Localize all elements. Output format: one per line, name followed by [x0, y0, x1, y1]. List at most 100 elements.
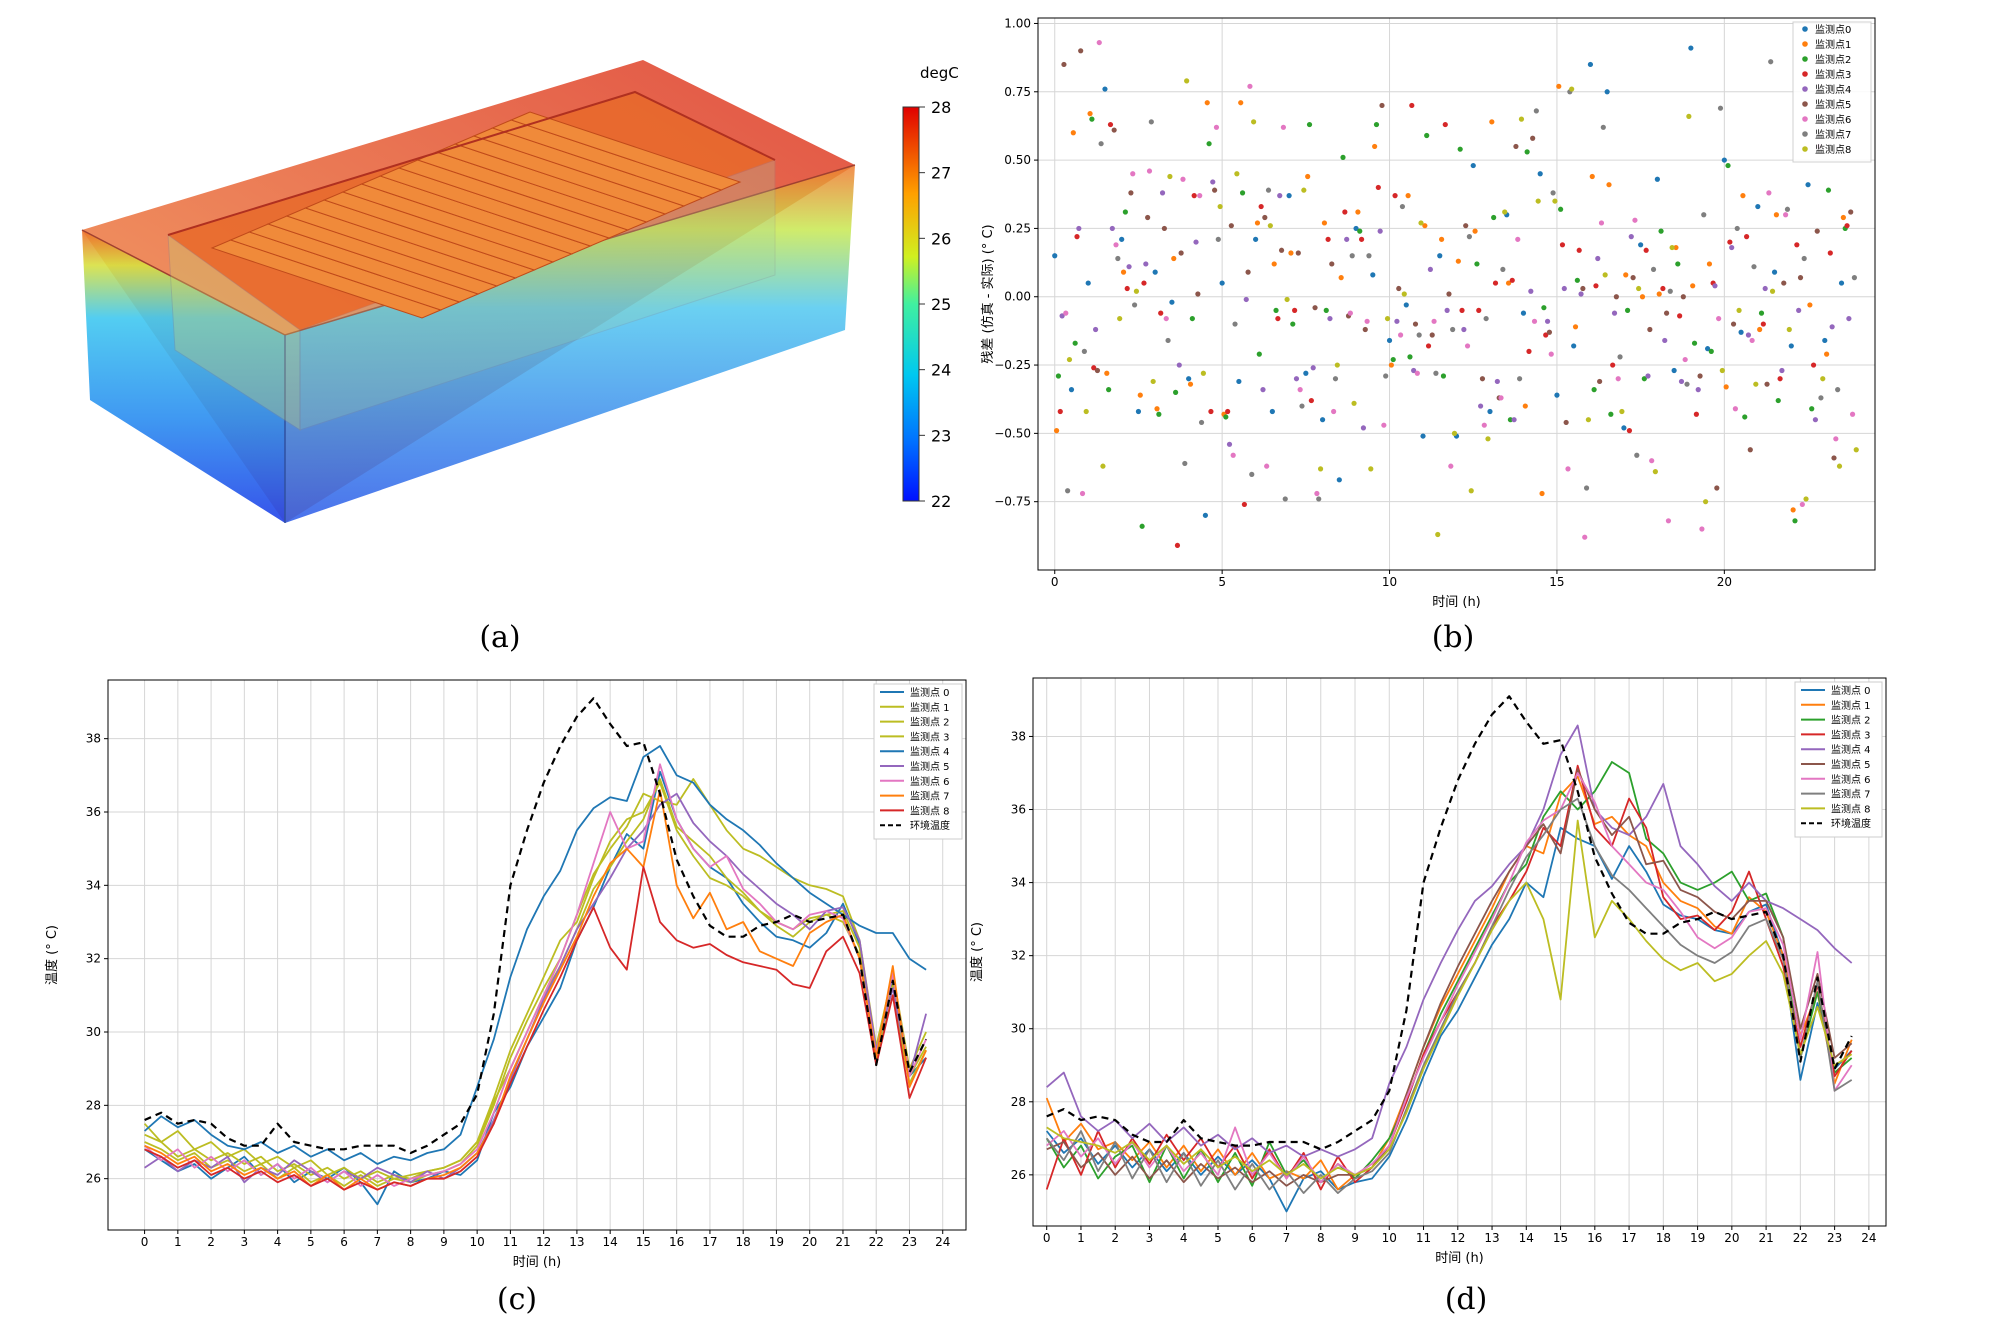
scatter-point [1130, 171, 1136, 177]
scatter-point [1173, 389, 1179, 395]
y-tick-label: 36 [86, 805, 101, 819]
scatter-point [1734, 225, 1740, 232]
scatter-point [1159, 190, 1166, 196]
scatter-point [1491, 214, 1497, 221]
scatter-point [1407, 354, 1413, 360]
x-tick-label: 13 [569, 1235, 584, 1249]
scatter-point [1544, 318, 1551, 324]
scatter-point [1790, 507, 1796, 513]
scatter-point [1784, 206, 1791, 212]
colorbar [902, 106, 920, 502]
scatter-point [1684, 381, 1690, 387]
scatter-point [1280, 124, 1287, 130]
series-lines [143, 697, 928, 1206]
x-tick-label: 22 [869, 1235, 884, 1249]
scatter-point [1284, 296, 1290, 303]
scatter-point [1377, 228, 1383, 234]
y-tick-label: 28 [1011, 1095, 1026, 1109]
y-tick-label: 0.25 [1004, 221, 1031, 235]
scatter-point [1362, 326, 1368, 333]
legend-label: 监测点6 [1815, 113, 1851, 126]
scatter-point [1228, 223, 1234, 229]
scatter-point [1558, 206, 1564, 212]
scatter-point [1658, 228, 1664, 234]
scatter-point [1198, 419, 1205, 426]
scatter-point [1650, 266, 1657, 273]
legend-marker [1802, 146, 1808, 152]
scatter-point [1833, 436, 1839, 442]
scatter-point [1238, 100, 1244, 106]
scatter-point [1210, 179, 1216, 185]
scatter-point [1783, 212, 1789, 218]
scatter-point [1384, 315, 1391, 322]
scatter-point [1303, 370, 1309, 376]
legend-label: 监测点5 [1815, 98, 1851, 111]
scatter-point [1803, 496, 1809, 502]
ambient-temperature-line [144, 697, 928, 1155]
scatter-point [1753, 381, 1759, 387]
x-tick-label: 4 [1180, 1231, 1188, 1245]
scatter-point [1805, 182, 1811, 188]
colorbar-tick-label: 24 [931, 361, 951, 380]
scatter-point [1524, 149, 1530, 155]
scatter-point [1061, 61, 1067, 68]
scatter-point [1204, 100, 1210, 106]
scatter-point [1582, 534, 1588, 540]
scatter-point [1723, 384, 1729, 390]
scatter-point [1662, 337, 1668, 344]
x-tick-label: 23 [1827, 1231, 1842, 1245]
scatter-point [1399, 203, 1406, 210]
scatter-point [1353, 225, 1359, 232]
legend-label: 监测点 6 [910, 775, 950, 788]
legend-marker [1802, 41, 1808, 47]
x-tick-label: 4 [274, 1235, 282, 1249]
scatter-point [1757, 326, 1763, 333]
x-axis-label: 时间 (h) [1435, 1251, 1484, 1266]
scatter-point [1450, 326, 1456, 333]
scatter-point [1282, 496, 1288, 502]
scatter-point [1405, 193, 1411, 199]
scatter-point [1135, 408, 1142, 415]
scatter-point [1074, 234, 1080, 240]
scatter-point [1665, 518, 1672, 524]
x-tick-label: 11 [1416, 1231, 1431, 1245]
legend-marker [1802, 56, 1808, 62]
scatter-point [1409, 102, 1415, 109]
scatter-point [1312, 305, 1318, 311]
scatter-point [1824, 351, 1830, 357]
scatter-point [1059, 313, 1065, 319]
scatter-point [1639, 294, 1646, 300]
scatter-point [1225, 408, 1231, 415]
y-tick-label: 30 [1011, 1022, 1026, 1036]
y-tick-label: 30 [86, 1025, 101, 1039]
scatter-point [1107, 121, 1114, 128]
x-tick-label: 12 [536, 1235, 551, 1249]
y-tick-label: 26 [1011, 1168, 1026, 1182]
scatter-point [1368, 466, 1374, 472]
scatter-point [1740, 193, 1746, 199]
scatter-point [1736, 307, 1742, 313]
scatter-point [1775, 397, 1781, 404]
scatter-point [1565, 466, 1571, 472]
scatter-point [1375, 184, 1381, 191]
scatter-point [1705, 346, 1711, 352]
x-tick-label: 24 [935, 1235, 950, 1249]
scatter-point [1342, 209, 1348, 215]
plot-area [1038, 18, 1875, 570]
scatter-point [1472, 228, 1478, 234]
x-tick-label: 17 [702, 1235, 717, 1249]
scatter-point [1762, 285, 1768, 292]
x-tick-label: 3 [241, 1235, 249, 1249]
scatter-point [1533, 108, 1539, 114]
scatter-point [1645, 373, 1651, 379]
colorbar-tick-label: 22 [931, 492, 951, 511]
scatter-point [1182, 460, 1188, 467]
scatter-point [1085, 280, 1091, 286]
scatter-point [1243, 296, 1249, 303]
scatter-point [1451, 430, 1458, 436]
scatter-point [1310, 365, 1316, 371]
scatter-point [1171, 255, 1177, 262]
scatter-point [1630, 275, 1636, 281]
scatter-point [1517, 376, 1523, 382]
